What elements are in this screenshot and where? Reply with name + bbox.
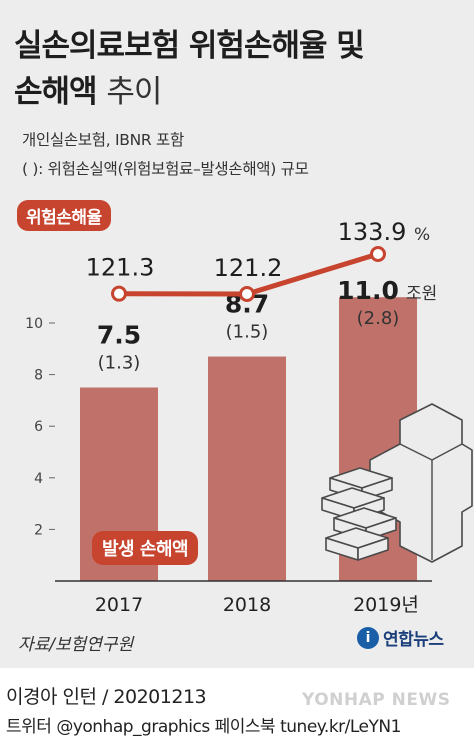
loss-ratio-value-label: 121.2 bbox=[214, 254, 283, 282]
risk-loss-label: (1.5) bbox=[226, 322, 269, 343]
bar-value-unit: 조원 bbox=[406, 284, 437, 304]
risk-loss-label: (1.3) bbox=[98, 353, 141, 374]
legend-loss-ratio-pill: 위험손해율 bbox=[17, 200, 111, 231]
risk-loss-label: (2.8) bbox=[357, 308, 400, 329]
x-tick-label: 2019년 bbox=[353, 594, 419, 616]
chart-title-line2: 손해액 추이 bbox=[14, 66, 162, 111]
social-line: 트위터 @yonhap_graphics 페이스북 tuney.kr/LeYN1 bbox=[6, 717, 401, 737]
bar-value-label: 11.0 bbox=[337, 276, 399, 305]
loss-ratio-value-label: 133.9 bbox=[338, 218, 407, 246]
y-tick-label: 2 bbox=[34, 522, 43, 538]
chart-card: 실손의료보험 위험손해율 및 손해액 추이 개인실손보험, IBNR 포함 ( … bbox=[0, 0, 474, 668]
loss-ratio-point bbox=[239, 286, 255, 302]
credit-line: 이경아 인턴 / 20201213 bbox=[6, 686, 207, 708]
chart-title-line1: 실손의료보험 위험손해율 및 bbox=[14, 28, 365, 64]
bar-2018 bbox=[208, 356, 286, 581]
y-tick-label: 8 bbox=[34, 368, 43, 384]
loss-ratio-point bbox=[370, 245, 386, 262]
chart-note-parentheses: ( ): 위험손실액(위험보험료–발생손해액) 규모 bbox=[22, 160, 309, 178]
source-label: 자료/보험연구원 bbox=[18, 635, 134, 655]
chart-title-bold: 손해액 bbox=[14, 74, 98, 110]
yonhap-logo-name: 연합뉴스 bbox=[383, 630, 444, 650]
loss-ratio-unit: % bbox=[414, 225, 430, 245]
yonhap-logo-icon: i bbox=[357, 626, 379, 649]
chart-title-light: 추이 bbox=[106, 74, 162, 110]
loss-ratio-value-label: 121.3 bbox=[86, 254, 155, 282]
x-tick-label: 2017 bbox=[95, 594, 143, 616]
y-tick-label: 4 bbox=[34, 471, 43, 487]
loss-ratio-point bbox=[111, 285, 127, 302]
chart-note-scope: 개인실손보험, IBNR 포함 bbox=[22, 131, 184, 149]
medical-cross-blocks-icon bbox=[321, 403, 473, 563]
yonhap-news-watermark: YONHAP NEWS bbox=[302, 690, 451, 710]
y-tick-label: 10 bbox=[25, 316, 43, 332]
yonhap-logo: i 연합뉴스 bbox=[357, 625, 444, 650]
x-tick-label: 2018 bbox=[223, 594, 271, 616]
legend-loss-amount-pill: 발생 손해액 bbox=[92, 531, 199, 565]
bar-value-label: 7.5 bbox=[97, 321, 141, 350]
y-tick-label: 6 bbox=[34, 419, 43, 435]
